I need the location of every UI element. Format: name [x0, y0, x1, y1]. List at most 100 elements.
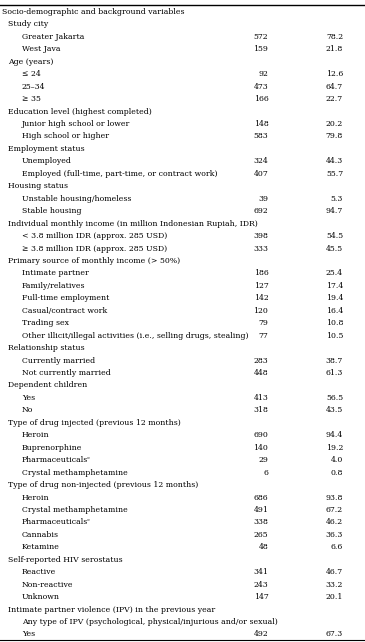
- Text: 45.5: 45.5: [326, 245, 343, 252]
- Text: Self-reported HIV serostatus: Self-reported HIV serostatus: [8, 556, 123, 564]
- Text: 318: 318: [253, 406, 268, 414]
- Text: Pharmaceuticalsᶜ: Pharmaceuticalsᶜ: [22, 456, 91, 464]
- Text: Socio-demographic and background variables: Socio-demographic and background variabl…: [2, 8, 184, 16]
- Text: 10.5: 10.5: [326, 332, 343, 340]
- Text: 46.2: 46.2: [326, 519, 343, 526]
- Text: West Java: West Java: [22, 46, 60, 53]
- Text: Non-reactive: Non-reactive: [22, 580, 73, 589]
- Text: 21.8: 21.8: [326, 46, 343, 53]
- Text: 166: 166: [254, 95, 268, 103]
- Text: 341: 341: [253, 568, 268, 577]
- Text: Not currently married: Not currently married: [22, 369, 111, 377]
- Text: 6.6: 6.6: [331, 543, 343, 551]
- Text: 33.2: 33.2: [326, 580, 343, 589]
- Text: 473: 473: [254, 83, 268, 91]
- Text: 583: 583: [254, 132, 268, 141]
- Text: < 3.8 million IDR (approx. 285 USD): < 3.8 million IDR (approx. 285 USD): [22, 232, 167, 240]
- Text: 25–34: 25–34: [22, 83, 45, 91]
- Text: 19.4: 19.4: [326, 294, 343, 302]
- Text: Junior high school or lower: Junior high school or lower: [22, 120, 130, 128]
- Text: 265: 265: [254, 531, 268, 539]
- Text: 4.0: 4.0: [331, 456, 343, 464]
- Text: Housing status: Housing status: [8, 182, 68, 190]
- Text: Cannabis: Cannabis: [22, 531, 59, 539]
- Text: Employed (full-time, part-time, or contract work): Employed (full-time, part-time, or contr…: [22, 170, 218, 178]
- Text: 25.4: 25.4: [326, 270, 343, 277]
- Text: 48: 48: [258, 543, 268, 551]
- Text: 39: 39: [258, 195, 268, 203]
- Text: 67.2: 67.2: [326, 506, 343, 514]
- Text: 79: 79: [258, 319, 268, 327]
- Text: Yes: Yes: [22, 630, 35, 639]
- Text: Crystal methamphetamine: Crystal methamphetamine: [22, 506, 128, 514]
- Text: 120: 120: [253, 307, 268, 315]
- Text: Heroin: Heroin: [22, 431, 50, 439]
- Text: Buprenorphine: Buprenorphine: [22, 444, 82, 452]
- Text: 92: 92: [258, 70, 268, 78]
- Text: Greater Jakarta: Greater Jakarta: [22, 33, 84, 41]
- Text: Casual/contract work: Casual/contract work: [22, 307, 107, 315]
- Text: 243: 243: [254, 580, 268, 589]
- Text: 5.3: 5.3: [331, 195, 343, 203]
- Text: 61.3: 61.3: [326, 369, 343, 377]
- Text: 77: 77: [258, 332, 268, 340]
- Text: Type of drug injected (previous 12 months): Type of drug injected (previous 12 month…: [8, 419, 181, 427]
- Text: 6: 6: [264, 469, 268, 476]
- Text: 148: 148: [254, 120, 268, 128]
- Text: 10.8: 10.8: [326, 319, 343, 327]
- Text: 56.5: 56.5: [326, 394, 343, 402]
- Text: Unstable housing/homeless: Unstable housing/homeless: [22, 195, 131, 203]
- Text: Dependent children: Dependent children: [8, 381, 87, 390]
- Text: 16.4: 16.4: [326, 307, 343, 315]
- Text: 93.8: 93.8: [326, 494, 343, 501]
- Text: 491: 491: [253, 506, 268, 514]
- Text: 20.1: 20.1: [326, 593, 343, 601]
- Text: Type of drug non-injected (previous 12 months): Type of drug non-injected (previous 12 m…: [8, 481, 198, 489]
- Text: Relationship status: Relationship status: [8, 344, 85, 352]
- Text: 686: 686: [254, 494, 268, 501]
- Text: 398: 398: [253, 232, 268, 240]
- Text: 79.8: 79.8: [326, 132, 343, 141]
- Text: 159: 159: [253, 46, 268, 53]
- Text: 572: 572: [254, 33, 268, 41]
- Text: Any type of IPV (psychological, physical/injurious and/or sexual): Any type of IPV (psychological, physical…: [22, 618, 278, 626]
- Text: Heroin: Heroin: [22, 494, 50, 501]
- Text: 690: 690: [253, 431, 268, 439]
- Text: 94.7: 94.7: [326, 207, 343, 215]
- Text: Full-time employment: Full-time employment: [22, 294, 109, 302]
- Text: Unknown: Unknown: [22, 593, 60, 601]
- Text: 338: 338: [253, 519, 268, 526]
- Text: Currently married: Currently married: [22, 356, 95, 365]
- Text: 407: 407: [254, 170, 268, 178]
- Text: Pharmaceuticalsᶜ: Pharmaceuticalsᶜ: [22, 519, 91, 526]
- Text: 38.7: 38.7: [326, 356, 343, 365]
- Text: 324: 324: [254, 157, 268, 166]
- Text: 413: 413: [253, 394, 268, 402]
- Text: 0.8: 0.8: [331, 469, 343, 476]
- Text: Intimate partner violence (IPV) in the previous year: Intimate partner violence (IPV) in the p…: [8, 605, 215, 614]
- Text: Stable housing: Stable housing: [22, 207, 81, 215]
- Text: 692: 692: [254, 207, 268, 215]
- Text: ≥ 35: ≥ 35: [22, 95, 41, 103]
- Text: 283: 283: [254, 356, 268, 365]
- Text: 19.2: 19.2: [326, 444, 343, 452]
- Text: 448: 448: [254, 369, 268, 377]
- Text: 94.4: 94.4: [326, 431, 343, 439]
- Text: 20.2: 20.2: [326, 120, 343, 128]
- Text: 492: 492: [254, 630, 268, 639]
- Text: ≤ 24: ≤ 24: [22, 70, 41, 78]
- Text: Ketamine: Ketamine: [22, 543, 60, 551]
- Text: Primary source of monthly income (> 50%): Primary source of monthly income (> 50%): [8, 257, 180, 265]
- Text: Yes: Yes: [22, 394, 35, 402]
- Text: 147: 147: [254, 593, 268, 601]
- Text: Trading sex: Trading sex: [22, 319, 69, 327]
- Text: 22.7: 22.7: [326, 95, 343, 103]
- Text: Age (years): Age (years): [8, 58, 53, 65]
- Text: 12.6: 12.6: [326, 70, 343, 78]
- Text: 333: 333: [253, 245, 268, 252]
- Text: Individual monthly income (in million Indonesian Rupiah, IDR): Individual monthly income (in million In…: [8, 220, 258, 228]
- Text: Crystal methamphetamine: Crystal methamphetamine: [22, 469, 128, 476]
- Text: Education level (highest completed): Education level (highest completed): [8, 108, 152, 116]
- Text: Other illicit/illegal activities (i.e., selling drugs, stealing): Other illicit/illegal activities (i.e., …: [22, 332, 249, 340]
- Text: High school or higher: High school or higher: [22, 132, 109, 141]
